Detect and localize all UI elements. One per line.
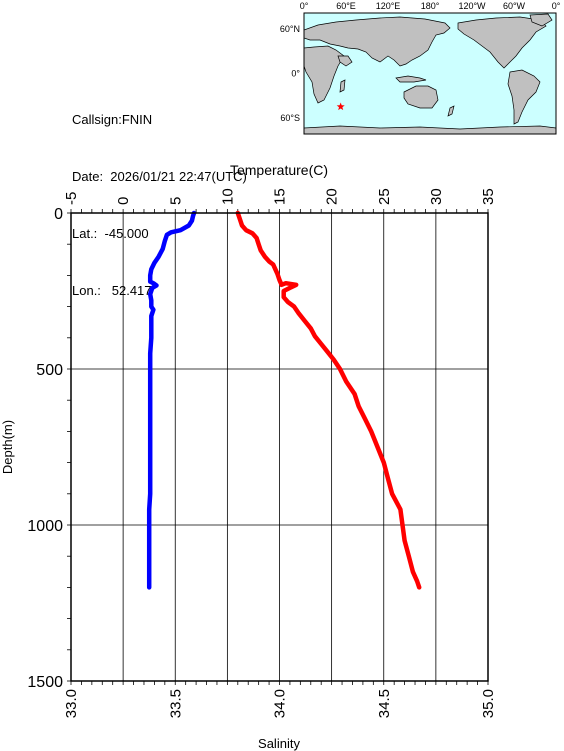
- temperature-line: [146, 210, 197, 590]
- temp-tick-label: -5: [63, 192, 80, 205]
- salinity-tick-label: 34.0: [272, 689, 289, 718]
- depth-axis-title: Depth(m): [0, 420, 15, 474]
- temp-tick-label: 10: [219, 188, 236, 205]
- temperature-axis-title: Temperature(C): [230, 162, 328, 178]
- plot-frame: [70, 212, 489, 682]
- salinity-tick-label: 35.0: [480, 689, 497, 718]
- temp-tick-label: 0: [115, 197, 132, 205]
- salinity-tick-label: 33.0: [63, 689, 80, 718]
- date-text: Date: 2026/01/21 22:47(UTC): [72, 169, 247, 184]
- salinity-tick-label: 33.5: [167, 689, 184, 718]
- salinity-axis-title: Salinity: [258, 736, 300, 751]
- temp-tick-label: 35: [480, 188, 497, 205]
- salinity-line: [235, 210, 422, 590]
- station-info: Callsign:FNIN Date: 2026/01/21 22:47(UTC…: [72, 72, 247, 319]
- temp-tick-label: 30: [428, 188, 445, 205]
- salinity-tick-label: 34.5: [376, 689, 393, 718]
- temp-tick-label: 20: [324, 188, 341, 205]
- depth-tick-label: 1500: [27, 674, 63, 691]
- depth-tick-label: 1000: [27, 518, 63, 535]
- depth-tick-label: 500: [36, 362, 63, 379]
- longitude-text: Lon.: 52.417: [72, 283, 152, 298]
- temp-tick-label: 5: [167, 197, 184, 205]
- callsign-text: Callsign:FNIN: [72, 112, 153, 127]
- latitude-text: Lat.: -45.000: [72, 226, 149, 241]
- depth-tick-label: 0: [54, 206, 63, 223]
- temp-tick-label: 25: [376, 188, 393, 205]
- temp-tick-label: 15: [272, 188, 289, 205]
- chart-series: [146, 210, 422, 590]
